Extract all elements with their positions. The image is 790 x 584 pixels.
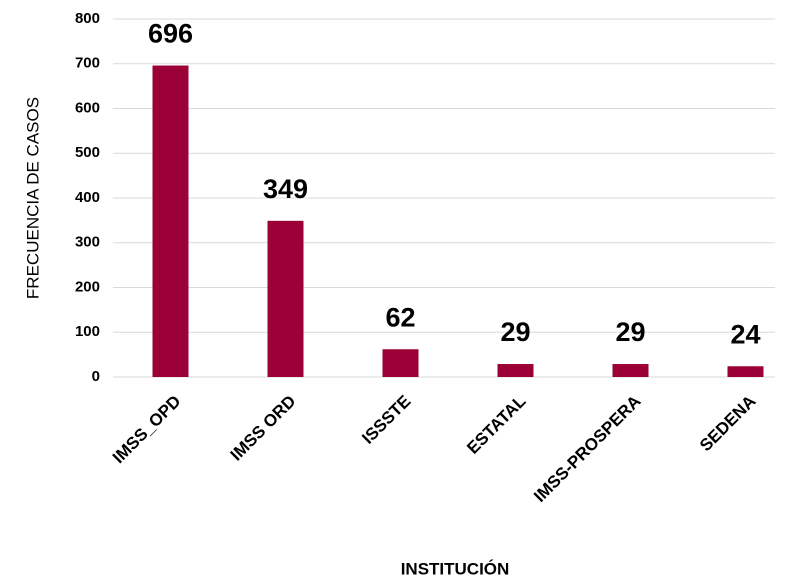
bar xyxy=(382,349,419,377)
x-tick-label: IMSS_OPD xyxy=(109,392,185,468)
y-tick-label: 300 xyxy=(75,234,100,251)
y-tick-label: 800 xyxy=(75,10,100,27)
data-label: 29 xyxy=(615,317,645,347)
y-tick-label: 700 xyxy=(75,55,100,72)
y-tick-label: 200 xyxy=(75,278,100,295)
y-tick-label: 400 xyxy=(75,189,100,206)
y-tick-label: 500 xyxy=(75,144,100,161)
y-tick-label: 600 xyxy=(75,99,100,116)
x-tick-label: ISSSTE xyxy=(358,392,414,448)
y-axis-label: FRECUENCIA DE CASOS xyxy=(23,97,42,299)
data-label: 62 xyxy=(385,302,415,332)
y-tick-label: 100 xyxy=(75,323,100,340)
bar xyxy=(152,65,189,377)
x-axis-label: INSTITUCIÓN xyxy=(401,559,510,578)
data-label: 696 xyxy=(148,19,193,49)
x-tick-label: SEDENA xyxy=(696,392,760,456)
data-label: 349 xyxy=(263,174,308,204)
bar xyxy=(497,364,534,377)
x-tick-label: IMSS ORD xyxy=(227,392,300,465)
data-label: 24 xyxy=(730,319,760,349)
y-tick-label: 0 xyxy=(92,368,100,385)
x-tick-label: IMSS-PROSPERA xyxy=(530,392,644,506)
bar xyxy=(612,364,649,377)
bar xyxy=(267,220,304,377)
x-tick-label: ESTATAL xyxy=(463,392,529,458)
bar xyxy=(727,366,764,377)
data-label: 29 xyxy=(500,317,530,347)
